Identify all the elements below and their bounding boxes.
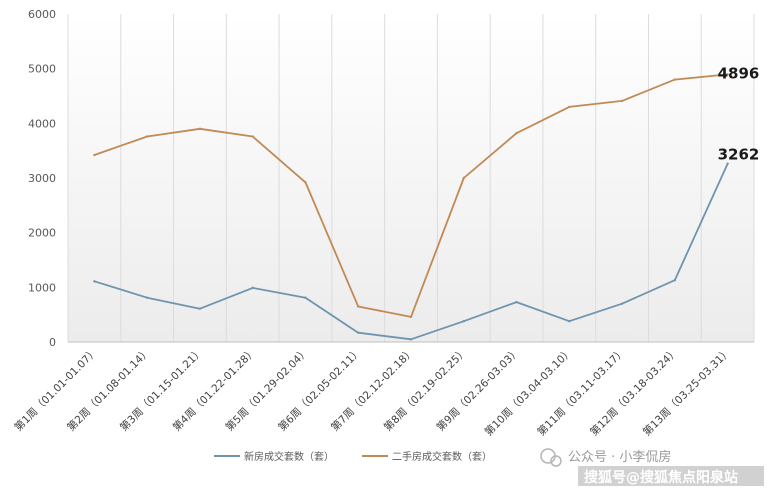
x-tick-label: 第13周（03.25-03.31） <box>640 345 734 439</box>
end-labels: 3262 4896 <box>718 64 760 163</box>
watermark-line2: 搜狐号@搜狐焦点阳泉站 <box>584 469 738 486</box>
x-tick-label: 第1周（01.01-01.07） <box>12 345 101 434</box>
data-point <box>568 105 571 109</box>
data-point <box>409 338 413 341</box>
y-axis: 0 1000 2000 3000 4000 5000 6000 <box>28 8 56 349</box>
data-point <box>304 181 307 184</box>
x-axis: 第1周（01.01-01.07）第2周（01.08-01.14）第3周（01.1… <box>12 341 754 439</box>
y-tick-label: 5000 <box>28 63 56 76</box>
legend-label-second-hand: 二手房成交套数（套） <box>392 450 492 463</box>
end-label-new: 3262 <box>718 146 760 164</box>
data-point <box>726 73 729 76</box>
y-tick-label: 1000 <box>28 281 56 294</box>
data-point <box>304 296 307 299</box>
data-point <box>198 307 202 310</box>
data-point <box>515 300 518 304</box>
legend-label-new: 新房成交套数（套） <box>244 450 334 463</box>
end-label-second-hand: 4896 <box>718 64 760 82</box>
data-point <box>251 286 254 290</box>
data-point <box>357 305 360 308</box>
data-point <box>93 153 96 157</box>
data-point <box>251 135 254 138</box>
data-point <box>409 315 413 319</box>
wechat-icon <box>540 448 556 464</box>
data-point <box>145 296 149 299</box>
x-tick-label: 第6周（02.05-02.11） <box>276 345 365 434</box>
x-tick-label: 第5周（01.29-02.04） <box>223 345 312 434</box>
data-point <box>462 176 465 180</box>
x-tick-label: 第9周（02.26-03.03） <box>434 345 523 434</box>
data-point <box>568 320 571 323</box>
x-tick-label: 第7周（02.12-02.18） <box>328 345 417 434</box>
data-point <box>673 78 677 81</box>
x-tick-label: 第8周（02.19-02.25） <box>381 345 470 434</box>
data-point <box>726 162 729 165</box>
x-tick-label: 第3周（01.15-01.21） <box>117 345 206 434</box>
data-point <box>357 331 360 334</box>
data-point <box>462 320 465 323</box>
data-point <box>620 302 624 305</box>
data-point <box>673 279 677 282</box>
legend: 新房成交套数（套） 二手房成交套数（套） <box>214 450 492 463</box>
plot-background <box>68 14 754 342</box>
watermark-line1: 公众号 · 小李侃房 <box>568 449 671 465</box>
y-tick-label: 0 <box>49 336 56 349</box>
grid <box>67 14 755 342</box>
series-layer <box>93 73 729 341</box>
y-tick-label: 6000 <box>28 8 56 21</box>
watermark: 公众号 · 小李侃房 搜狐号@搜狐焦点阳泉站 <box>540 448 764 486</box>
data-point <box>93 280 96 283</box>
x-tick-label: 第11周（03.11-03.17） <box>535 345 629 439</box>
data-point <box>198 127 202 130</box>
y-tick-label: 4000 <box>28 117 56 130</box>
y-tick-label: 2000 <box>28 227 56 240</box>
data-point <box>620 99 624 103</box>
x-tick-label: 第2周（01.08-01.14） <box>64 345 153 434</box>
data-point <box>515 131 518 135</box>
watermark-line2-backdrop <box>578 466 764 486</box>
data-point <box>145 135 149 138</box>
x-tick-label: 第12周（03.18-03.24） <box>587 345 681 439</box>
y-tick-label: 3000 <box>28 172 56 185</box>
x-tick-label: 第10周（03.04-03.10） <box>482 345 576 439</box>
x-tick-label: 第4周（01.22-01.28） <box>170 345 259 434</box>
wechat-icon-dot <box>550 455 562 467</box>
